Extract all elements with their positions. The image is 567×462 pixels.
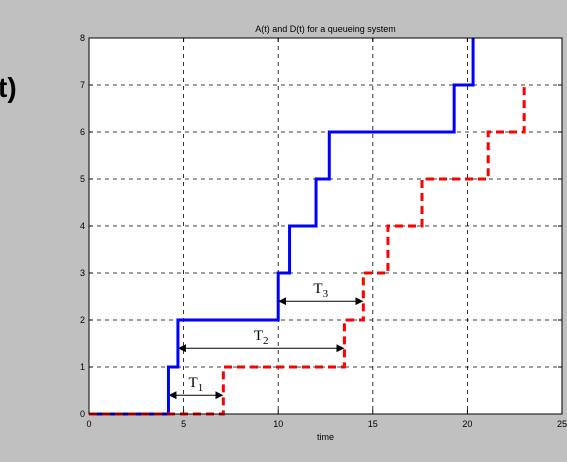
arrivals-step-line [89,38,475,416]
plot-border [88,37,563,415]
chart-title: A(t) and D(t) for a queueing system [255,24,396,34]
y-tick-label: 5 [80,174,85,184]
x-tick-label: 10 [273,419,283,429]
y-tick-label: 7 [80,80,85,90]
side-label: t) [0,72,17,103]
y-tick-label: 6 [80,127,85,137]
x-tick-label: 25 [557,419,567,429]
x-tick-label: 5 [181,419,186,429]
y-tick-label: 2 [80,315,85,325]
departures-step-line [89,85,526,416]
y-tick-label: 3 [80,268,85,278]
x-axis-label: time [317,432,334,442]
y-tick-label: 0 [80,409,85,419]
x-tick-label: 15 [368,419,378,429]
y-tick-label: 4 [80,221,85,231]
x-tick-label: 20 [462,419,472,429]
x-tick-label: 0 [86,419,91,429]
y-tick-label: 1 [80,362,85,372]
y-tick-label: 8 [80,33,85,43]
